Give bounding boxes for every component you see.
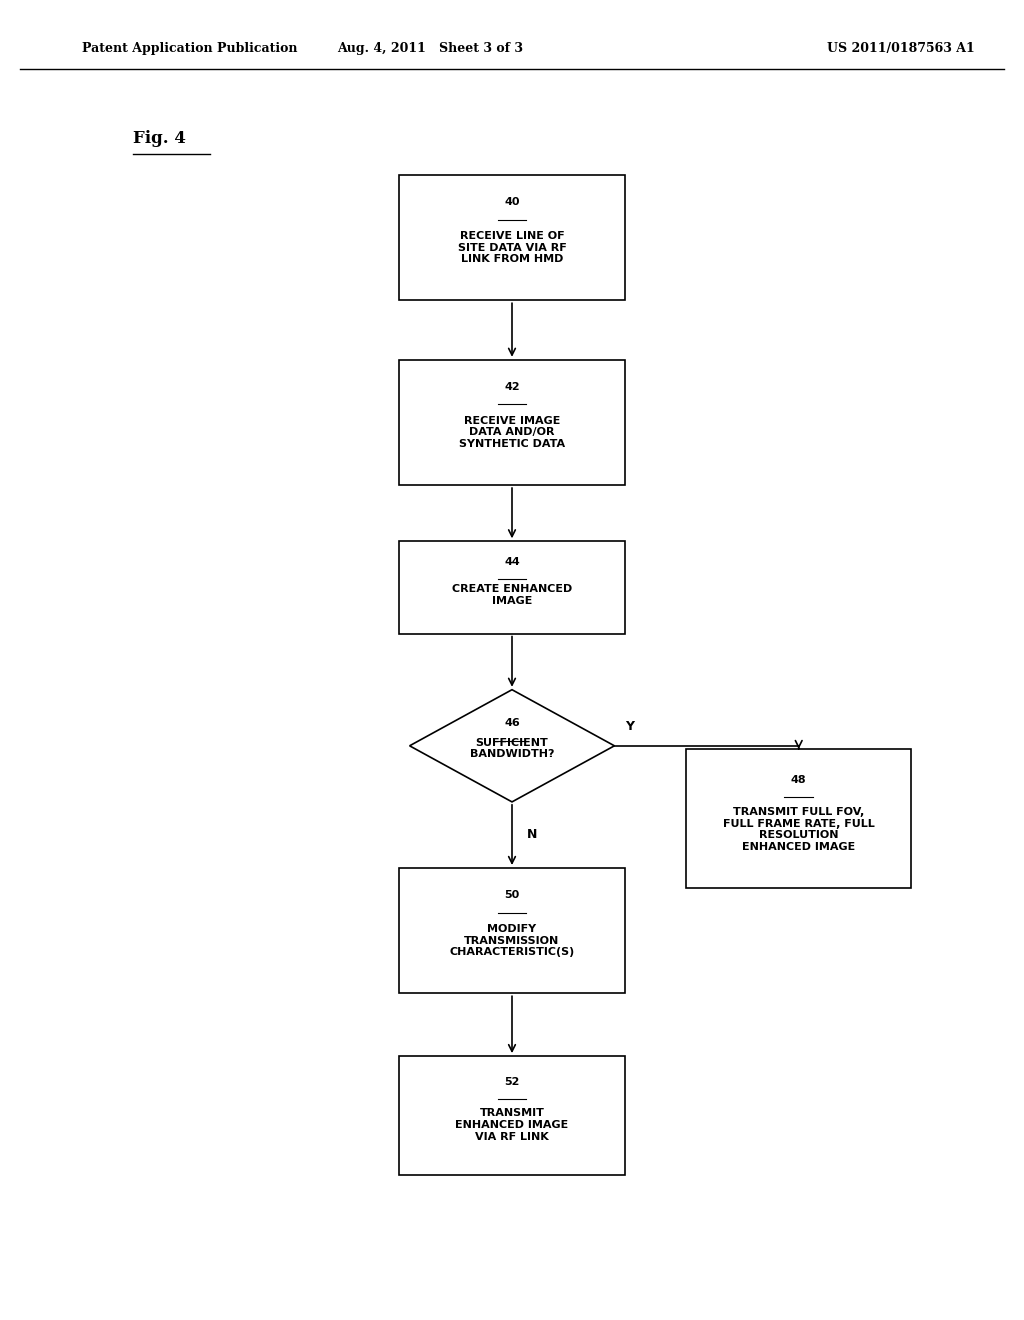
Text: 44: 44 — [504, 557, 520, 566]
Polygon shape — [410, 689, 614, 801]
Text: 40: 40 — [504, 198, 520, 207]
Text: Fig. 4: Fig. 4 — [133, 131, 186, 147]
FancyBboxPatch shape — [686, 750, 911, 887]
Text: US 2011/0187563 A1: US 2011/0187563 A1 — [827, 42, 975, 55]
Text: 50: 50 — [505, 891, 519, 900]
Text: SUFFICIENT
BANDWIDTH?: SUFFICIENT BANDWIDTH? — [470, 738, 554, 759]
Text: Y: Y — [625, 719, 634, 733]
Text: RECEIVE IMAGE
DATA AND/OR
SYNTHETIC DATA: RECEIVE IMAGE DATA AND/OR SYNTHETIC DATA — [459, 416, 565, 449]
Text: 42: 42 — [504, 383, 520, 392]
Text: 46: 46 — [504, 718, 520, 729]
Text: CREATE ENHANCED
IMAGE: CREATE ENHANCED IMAGE — [452, 583, 572, 606]
Text: TRANSMIT
ENHANCED IMAGE
VIA RF LINK: TRANSMIT ENHANCED IMAGE VIA RF LINK — [456, 1109, 568, 1142]
FancyBboxPatch shape — [399, 359, 625, 484]
Text: Aug. 4, 2011   Sheet 3 of 3: Aug. 4, 2011 Sheet 3 of 3 — [337, 42, 523, 55]
Text: Patent Application Publication: Patent Application Publication — [82, 42, 297, 55]
Text: 48: 48 — [791, 775, 807, 784]
Text: RECEIVE LINE OF
SITE DATA VIA RF
LINK FROM HMD: RECEIVE LINE OF SITE DATA VIA RF LINK FR… — [458, 231, 566, 264]
Text: MODIFY
TRANSMISSION
CHARACTERISTIC(S): MODIFY TRANSMISSION CHARACTERISTIC(S) — [450, 924, 574, 957]
Text: TRANSMIT FULL FOV,
FULL FRAME RATE, FULL
RESOLUTION
ENHANCED IMAGE: TRANSMIT FULL FOV, FULL FRAME RATE, FULL… — [723, 807, 874, 851]
Text: N: N — [527, 829, 538, 841]
FancyBboxPatch shape — [399, 1056, 625, 1175]
Text: 52: 52 — [504, 1077, 520, 1088]
FancyBboxPatch shape — [399, 176, 625, 301]
FancyBboxPatch shape — [399, 869, 625, 993]
FancyBboxPatch shape — [399, 541, 625, 634]
